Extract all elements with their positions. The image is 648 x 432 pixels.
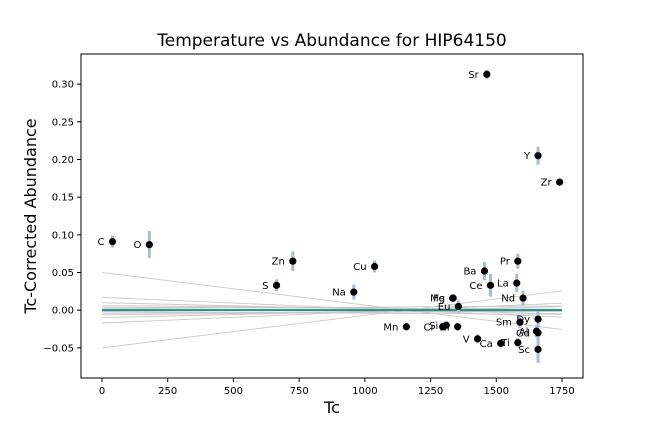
point-label: Nd [501, 294, 515, 305]
band-line [102, 306, 562, 310]
point-label: Ni [439, 322, 449, 333]
data-point [289, 257, 297, 265]
point-label: Ce [469, 281, 482, 292]
point-label: Ba [463, 267, 476, 278]
point-label: Si [429, 321, 438, 332]
point-label: Pr [500, 257, 511, 268]
band-line [101, 290, 563, 349]
x-tick-label: 750 [290, 386, 309, 397]
point-label: V [463, 334, 470, 345]
y-tick-label: −0.05 [43, 343, 74, 354]
data-point [483, 70, 491, 78]
y-axis-label: Tc-Corrected Abundance [21, 118, 40, 314]
point-label: Gd [516, 328, 530, 339]
x-tick-label: 1000 [352, 386, 377, 397]
data-point [534, 152, 542, 160]
x-tick-label: 1750 [549, 386, 574, 397]
x-tick-label: 1250 [418, 386, 443, 397]
data-point [486, 281, 495, 289]
data-point [454, 323, 462, 331]
point-label: Cu [353, 262, 366, 273]
point-label: Y [523, 151, 531, 162]
data-point [514, 257, 522, 265]
x-tick-label: 500 [224, 386, 243, 397]
point-label: Eu [438, 302, 451, 313]
data-point [513, 279, 521, 287]
band-line [102, 305, 562, 310]
point-label: Cr [424, 322, 436, 333]
y-tick-label: 0.10 [52, 230, 74, 241]
confidence-band-lines [101, 272, 563, 349]
data-point [350, 288, 358, 296]
point-label: Zn [272, 257, 285, 268]
data-point [534, 329, 542, 337]
point-label: Ti [500, 338, 510, 349]
data-point [534, 315, 542, 323]
data-point [519, 294, 527, 302]
plot-frame [80, 53, 584, 379]
point-label: Mn [383, 322, 398, 333]
x-axis-label: Tc [323, 398, 340, 417]
point-label: Zr [541, 178, 553, 189]
data-point [480, 267, 489, 275]
y-tick-label: 0.30 [52, 80, 74, 91]
data-point [402, 323, 410, 331]
data-points [108, 70, 564, 353]
data-point [108, 238, 117, 246]
point-label: S [262, 281, 268, 292]
data-point [514, 338, 522, 347]
point-label: Al [519, 327, 529, 338]
point-label: Sc [518, 345, 530, 356]
point-label: Dy [516, 315, 530, 326]
point-label: Fe [433, 294, 444, 305]
point-label: Sm [496, 318, 512, 329]
point-label: Na [332, 288, 346, 299]
x-tick-label: 250 [158, 386, 177, 397]
point-label: C [98, 237, 105, 248]
point-label: Mg [430, 294, 445, 305]
y-tick-label: 0.05 [52, 268, 74, 279]
x-tick-label: 1500 [484, 386, 509, 397]
point-label: Ca [480, 339, 493, 350]
band-line [101, 272, 563, 330]
data-point [556, 178, 564, 186]
y-tick-label: 0.20 [52, 155, 74, 166]
x-tick-label: 0 [99, 386, 105, 397]
data-point [454, 302, 463, 311]
data-point [497, 339, 505, 347]
chart-title: Temperature vs Abundance for HIP64150 [156, 31, 506, 51]
point-label: La [497, 279, 509, 290]
data-point [145, 241, 153, 249]
data-point [442, 321, 450, 329]
data-point [534, 345, 542, 353]
x-axis-ticks: 0 250 500 750 1000 1250 1500 1750 [99, 378, 575, 397]
y-tick-label: 0.15 [52, 193, 74, 204]
y-tick-label: 0.25 [52, 117, 74, 128]
point-label: O [133, 240, 141, 251]
band-line [102, 311, 562, 315]
data-point [474, 335, 482, 343]
data-point [449, 294, 457, 302]
data-point [516, 318, 524, 326]
y-axis-ticks: −0.05 0.00 0.05 0.10 0.15 0.20 0.25 0.30 [43, 80, 81, 354]
band-line [102, 310, 562, 314]
data-point [272, 281, 281, 289]
y-tick-label: 0.00 [52, 306, 74, 317]
point-label: Sr [468, 70, 479, 81]
data-point [370, 262, 379, 271]
